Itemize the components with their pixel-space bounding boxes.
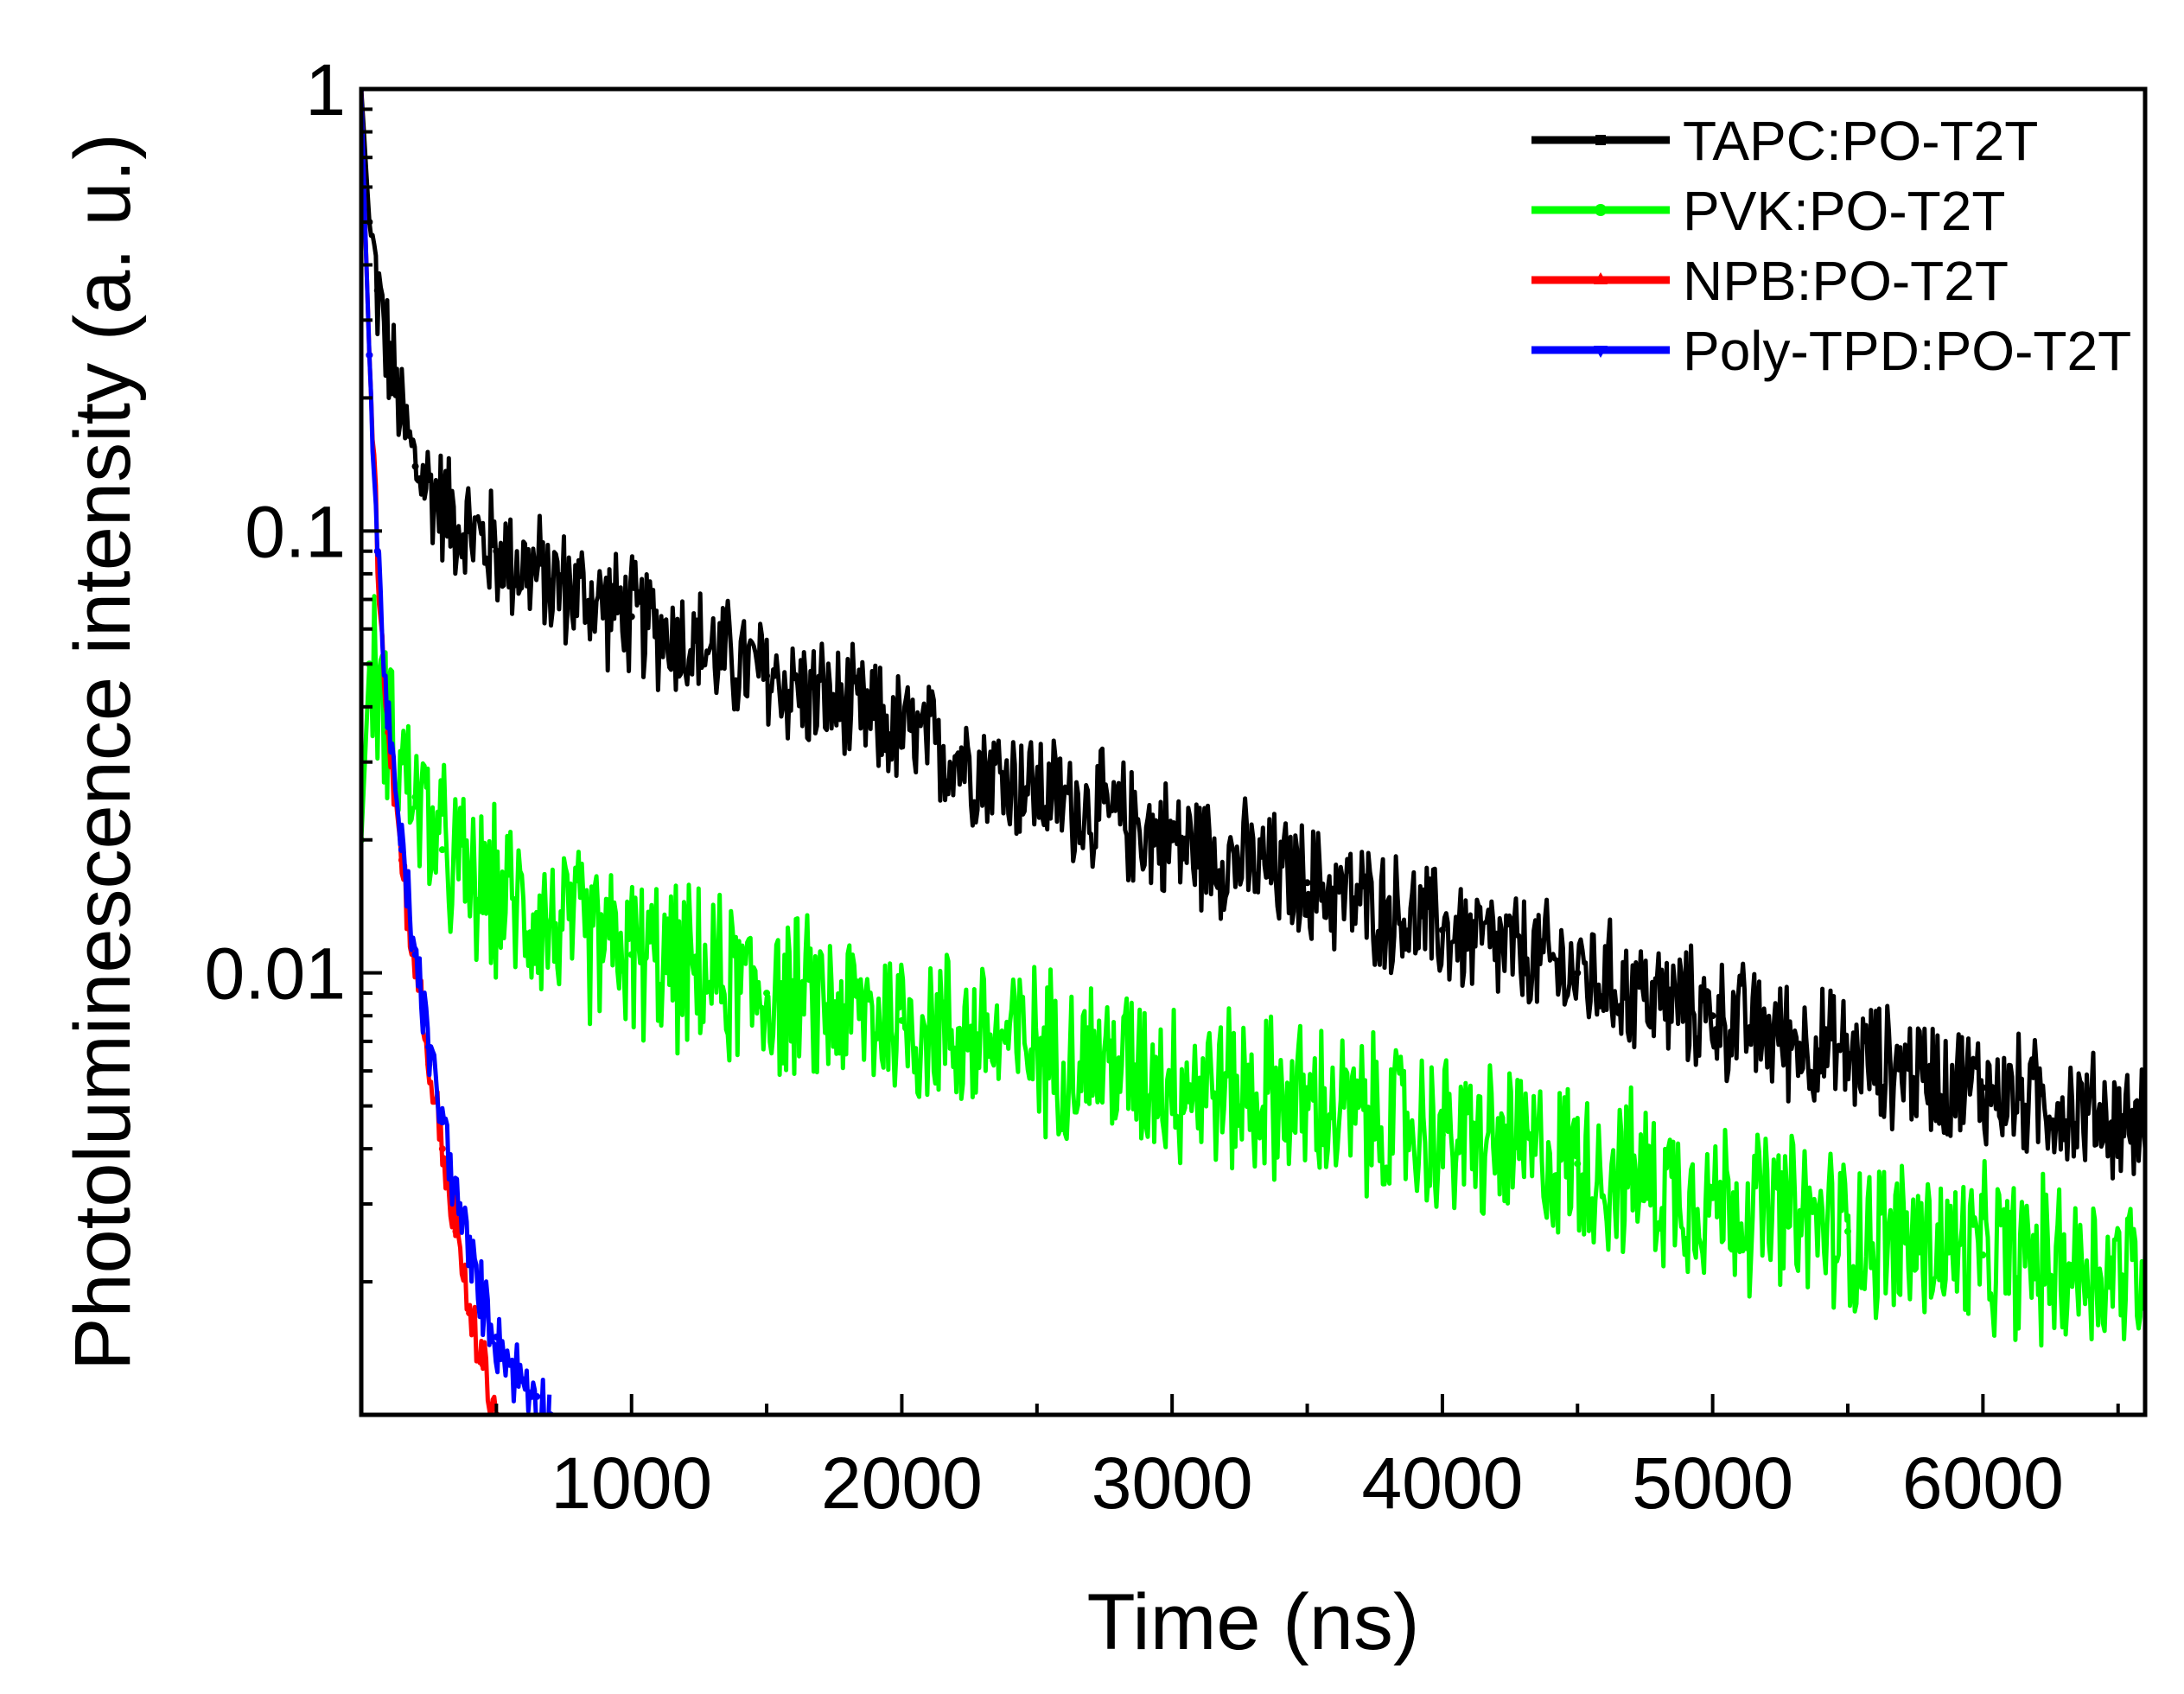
data-point [1709, 1012, 1716, 1020]
data-point [466, 879, 474, 887]
legend-marker [1595, 204, 1607, 216]
data-point [1438, 927, 1446, 934]
y-axis-ticks: 0.01 0.1 1 [205, 49, 382, 1284]
data-point [898, 729, 906, 736]
data-point [373, 287, 381, 295]
data-point [411, 951, 419, 958]
data-point [546, 577, 554, 585]
data-point [479, 1298, 487, 1306]
data-point [763, 990, 771, 997]
y-tick-label: 0.01 [205, 933, 347, 1015]
data-point [506, 1360, 513, 1368]
data-point [373, 680, 381, 688]
data-point [385, 723, 392, 731]
data-point [763, 672, 771, 680]
legend-label: PVK:PO-T2T [1683, 180, 2005, 242]
data-point [398, 414, 405, 422]
x-tick-label: 6000 [1902, 1442, 2064, 1524]
x-tick-label: 2000 [821, 1442, 983, 1524]
data-point [493, 1333, 500, 1341]
legend-marker [1594, 272, 1608, 284]
data-point [452, 1227, 460, 1235]
data-point [1574, 969, 1582, 977]
data-point [1844, 1052, 1851, 1060]
data-point [533, 1392, 541, 1400]
data-point [466, 1251, 474, 1259]
x-tick-label: 1000 [551, 1442, 712, 1524]
data-point [493, 547, 500, 555]
y-tick-label: 1 [305, 49, 346, 131]
data-point [373, 547, 381, 555]
data-point [398, 758, 405, 766]
data-point [466, 527, 474, 535]
legend-label: Poly-TPD:PO-T2T [1683, 320, 2131, 382]
data-point [411, 793, 419, 801]
data-point [1979, 1251, 1987, 1259]
data-point [438, 500, 446, 508]
data-point [1033, 1043, 1041, 1051]
data-point [466, 1309, 474, 1317]
series-layer [361, 89, 2145, 1415]
y-axis-title: Photoluminescence intensity (a. u.) [59, 133, 147, 1371]
data-point [366, 351, 373, 359]
series-line-3 [361, 89, 552, 1415]
data-point [1979, 1084, 1987, 1092]
plot-frame [359, 86, 2148, 1417]
y-tick-label: 0.1 [245, 491, 346, 572]
data-point [1168, 1073, 1176, 1081]
data-point [898, 1016, 906, 1024]
data-point [1438, 1131, 1446, 1139]
data-point [438, 1118, 446, 1126]
series-line-0 [361, 89, 2145, 1181]
data-point [627, 613, 635, 621]
data-point [398, 846, 405, 854]
x-tick-label: 3000 [1092, 1442, 1253, 1524]
legend-label: TAPC:PO-T2T [1683, 110, 2038, 172]
data-point [1168, 836, 1176, 844]
data-point [627, 951, 635, 958]
x-axis-ticks: 1000 2000 3000 4000 5000 6000 [494, 1394, 2120, 1524]
legend: TAPC:PO-T2T PVK:PO-T2T NPB:PO-T2T Poly-TPD:… [1531, 110, 2131, 382]
x-tick-label: 5000 [1632, 1442, 1793, 1524]
data-point [438, 1145, 446, 1153]
data-point [1303, 1102, 1311, 1110]
x-tick-label: 4000 [1361, 1442, 1523, 1524]
legend-label: NPB:PO-T2T [1683, 250, 2009, 312]
data-point [1709, 1194, 1716, 1201]
data-point [438, 846, 446, 854]
data-point [452, 1188, 460, 1195]
data-point [1844, 1227, 1851, 1235]
data-point [425, 1043, 433, 1051]
series-line-1 [361, 594, 2145, 1348]
data-point [493, 891, 500, 899]
data-point [1303, 879, 1311, 887]
data-point [479, 1360, 487, 1368]
data-point [411, 462, 419, 470]
legend-marker [1595, 135, 1606, 145]
legend-marker [1594, 346, 1608, 358]
data-point [1033, 786, 1041, 793]
x-axis-title: Time (ns) [1086, 1578, 1419, 1666]
data-point [519, 1376, 527, 1384]
data-point [546, 919, 554, 927]
data-point [385, 351, 392, 359]
data-point [1574, 1160, 1582, 1168]
